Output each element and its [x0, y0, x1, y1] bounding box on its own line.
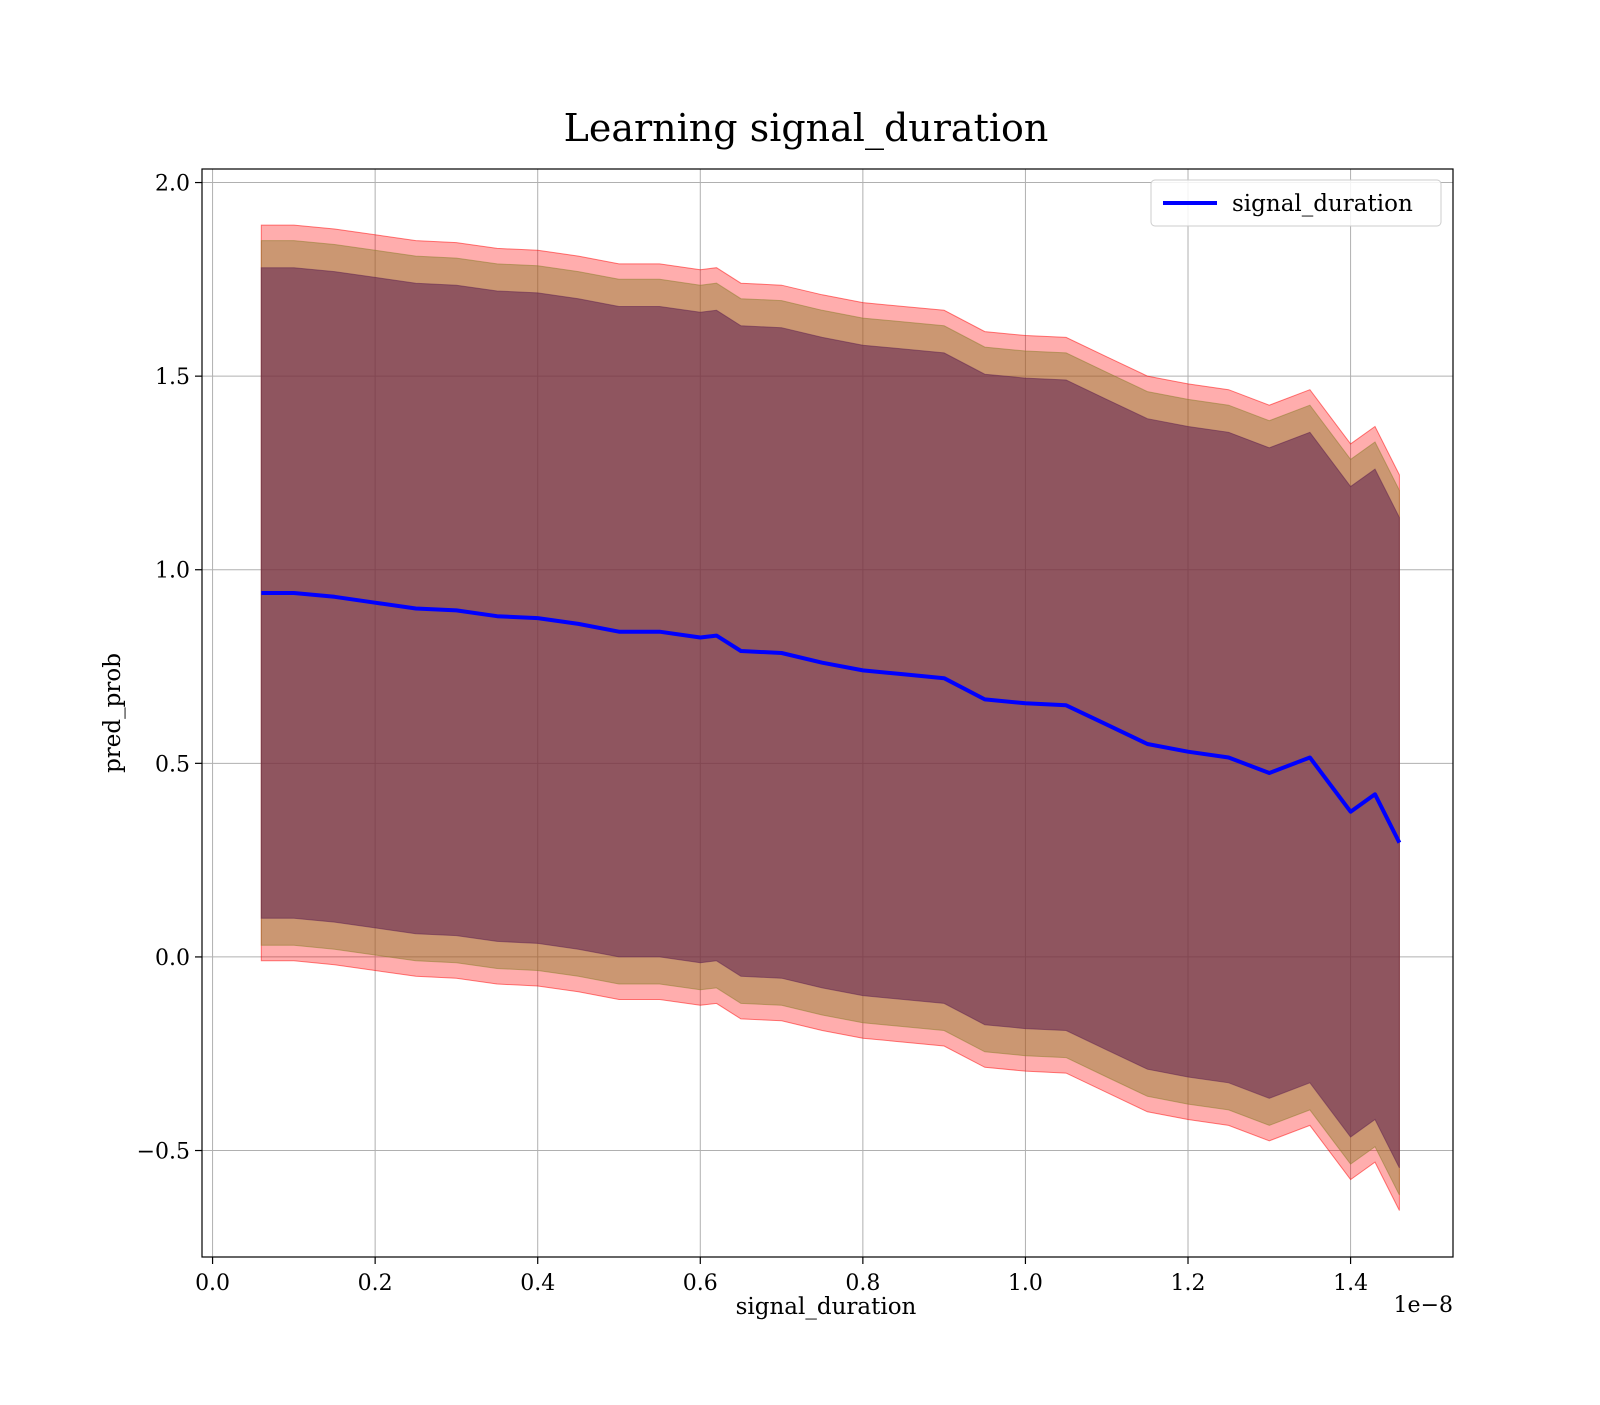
x-tick-label: 0.0	[195, 1271, 230, 1296]
y-tick-label: 0.5	[155, 752, 190, 777]
x-tick-label: 1.4	[1333, 1271, 1368, 1296]
series-lines	[261, 591, 1402, 844]
x-tick-label: 0.6	[683, 1271, 718, 1296]
y-tick-label: 0.0	[155, 946, 190, 971]
inner-band	[260, 267, 1400, 1169]
chart-title: Learning signal_duration	[564, 106, 1049, 151]
legend-box	[1150, 179, 1442, 227]
confidence-bands	[260, 224, 1400, 1211]
plot-frame	[201, 168, 1454, 1258]
x-tick-label: 0.2	[358, 1271, 393, 1296]
y-tick-label: 1.0	[155, 559, 190, 584]
x-axis-label: signal_duration	[736, 1294, 917, 1320]
legend-label: signal_duration	[1232, 191, 1413, 217]
y-axis-label: pred_prob	[100, 653, 126, 773]
series-line-signal_duration	[261, 591, 1402, 844]
y-tick-label: 1.5	[155, 365, 190, 390]
x-offset-label: 1e−8	[1394, 1293, 1453, 1318]
ticks: 0.0 0.2 0.4 0.6 0.8 1.0 1.2 1.4 −0.5 0.0 0.5 1.0 1.5…	[137, 172, 1369, 1296]
x-tick-label: 1.2	[1171, 1271, 1206, 1296]
y-tick-label: 2.0	[155, 172, 190, 197]
legend: signal_duration	[1150, 179, 1442, 227]
x-tick-label: 0.8	[845, 1271, 880, 1296]
x-tick-label: 0.4	[520, 1271, 555, 1296]
x-tick-label: 1.0	[1008, 1271, 1043, 1296]
y-tick-label: −0.5	[137, 1140, 190, 1165]
